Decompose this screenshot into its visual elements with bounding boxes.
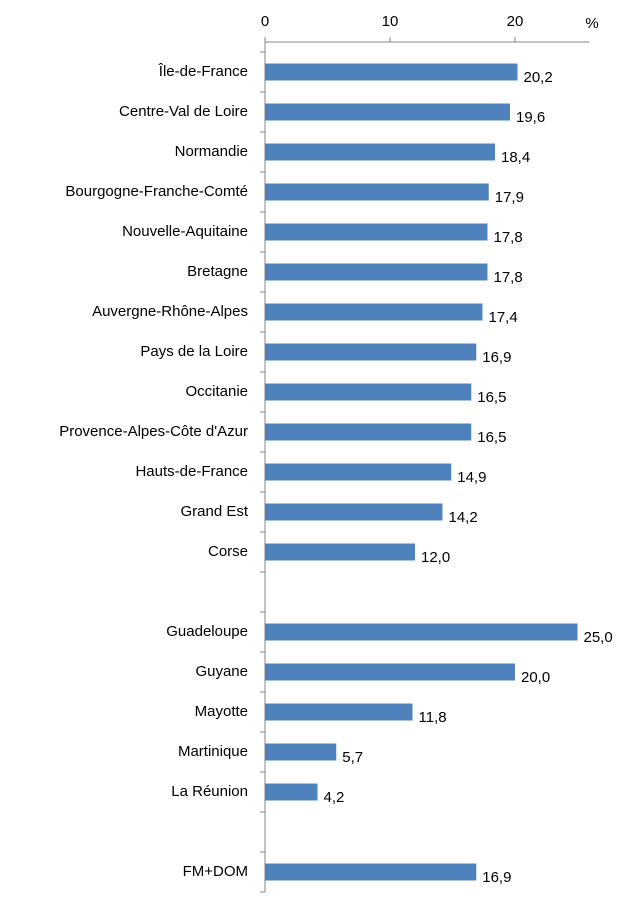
- bar: [265, 143, 495, 161]
- bar: [265, 263, 488, 281]
- bar: [265, 183, 489, 201]
- bar: [265, 423, 472, 441]
- x-tick-label: 0: [261, 13, 269, 30]
- value-label: 11,8: [419, 709, 447, 726]
- y-tick-label: Bretagne: [187, 263, 248, 280]
- value-label: 5,7: [342, 749, 363, 766]
- y-tick-label: FM+DOM: [183, 863, 248, 880]
- bar: [265, 783, 318, 801]
- bar: [265, 343, 477, 361]
- y-tick-label: La Réunion: [171, 783, 248, 800]
- y-tick-label: Guadeloupe: [166, 623, 248, 640]
- value-label: 16,5: [477, 389, 506, 406]
- value-label: 19,6: [516, 109, 545, 126]
- x-axis-label: %: [585, 15, 598, 32]
- y-tick-label: Normandie: [175, 143, 248, 160]
- y-tick-label: Bourgogne-Franche-Comté: [65, 183, 248, 200]
- y-tick-label: Guyane: [195, 663, 248, 680]
- x-tick-label: 10: [382, 13, 399, 30]
- y-tick-label: Occitanie: [185, 383, 248, 400]
- bar: [265, 703, 413, 721]
- value-label: 17,8: [494, 269, 523, 286]
- value-label: 17,4: [489, 309, 518, 326]
- value-label: 20,2: [524, 69, 553, 86]
- bar: [265, 623, 578, 641]
- y-tick-label: Île-de-France: [158, 63, 248, 80]
- x-tick-label: 20: [507, 13, 524, 30]
- y-tick-label: Martinique: [178, 743, 248, 760]
- value-label: 20,0: [521, 669, 550, 686]
- bar: [265, 743, 337, 761]
- bar: [265, 103, 510, 121]
- bar: [265, 303, 483, 321]
- y-tick-label: Nouvelle-Aquitaine: [122, 223, 248, 240]
- y-tick-label: Centre-Val de Loire: [119, 103, 248, 120]
- bar: [265, 463, 452, 481]
- y-tick-label: Hauts-de-France: [135, 463, 248, 480]
- bar: [265, 223, 488, 241]
- bar: [265, 63, 518, 81]
- bar: [265, 543, 415, 561]
- value-label: 16,5: [477, 429, 506, 446]
- value-label: 25,0: [584, 629, 613, 646]
- value-label: 16,9: [482, 349, 511, 366]
- y-tick-label: Provence-Alpes-Côte d'Azur: [59, 423, 248, 440]
- value-label: 4,2: [324, 789, 345, 806]
- y-tick-label: Auvergne-Rhône-Alpes: [92, 303, 248, 320]
- value-label: 14,2: [449, 509, 478, 526]
- value-label: 18,4: [501, 149, 530, 166]
- bar: [265, 383, 472, 401]
- value-label: 14,9: [457, 469, 486, 486]
- value-label: 17,8: [494, 229, 523, 246]
- y-tick-label: Pays de la Loire: [140, 343, 248, 360]
- y-tick-label: Mayotte: [195, 703, 248, 720]
- bar: [265, 663, 515, 681]
- bar: [265, 863, 477, 881]
- value-label: 12,0: [421, 549, 450, 566]
- bar: [265, 503, 443, 521]
- y-tick-label: Grand Est: [180, 503, 248, 520]
- value-label: 17,9: [495, 189, 524, 206]
- y-tick-label: Corse: [208, 543, 248, 560]
- value-label: 16,9: [482, 869, 511, 886]
